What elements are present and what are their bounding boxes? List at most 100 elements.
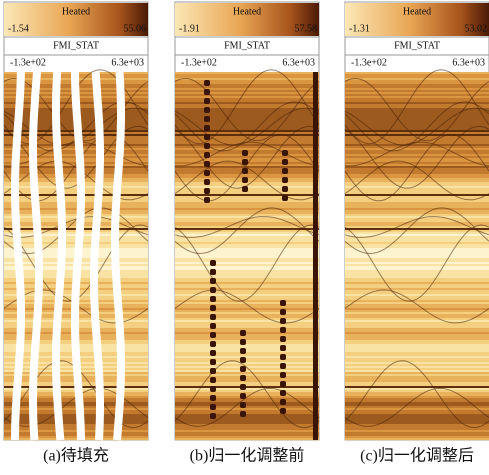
texture xyxy=(345,330,489,332)
blob xyxy=(210,341,216,347)
blob xyxy=(204,197,210,203)
caption: (b)归一化调整前 xyxy=(190,447,305,465)
scale-max: 53.02 xyxy=(465,23,488,34)
blob xyxy=(240,384,246,390)
blob xyxy=(204,125,210,131)
blob xyxy=(282,150,288,156)
texture xyxy=(175,92,319,94)
texture xyxy=(175,346,319,348)
texture xyxy=(175,430,319,432)
texture xyxy=(345,354,489,356)
blob xyxy=(210,296,216,302)
texture xyxy=(345,148,489,150)
texture xyxy=(345,98,489,100)
texture xyxy=(175,328,319,330)
blob xyxy=(242,168,248,174)
texture xyxy=(4,190,148,192)
texture xyxy=(345,240,489,242)
texture xyxy=(175,202,319,204)
texture xyxy=(345,418,489,420)
texture xyxy=(175,282,319,284)
blob xyxy=(240,330,246,336)
texture xyxy=(345,338,489,340)
texture xyxy=(345,348,489,350)
texture xyxy=(4,214,148,216)
texture xyxy=(175,206,319,208)
texture xyxy=(175,368,319,370)
texture xyxy=(345,324,489,326)
texture xyxy=(175,276,319,278)
texture xyxy=(4,208,148,210)
texture xyxy=(345,432,489,434)
texture xyxy=(345,120,489,122)
texture xyxy=(175,410,319,412)
range-right: 6.3e+03 xyxy=(452,57,485,68)
texture xyxy=(345,244,489,246)
texture xyxy=(345,314,489,316)
texture xyxy=(175,314,319,316)
blob xyxy=(240,411,246,417)
blob xyxy=(204,107,210,113)
texture xyxy=(175,274,319,276)
texture xyxy=(345,172,489,174)
texture xyxy=(175,406,319,408)
blob xyxy=(280,300,286,306)
texture xyxy=(345,168,489,170)
blob xyxy=(210,269,216,275)
texture xyxy=(175,382,319,384)
texture xyxy=(175,412,319,414)
texture xyxy=(345,334,489,336)
texture xyxy=(345,284,489,286)
texture xyxy=(345,228,489,230)
blob xyxy=(210,359,216,365)
texture xyxy=(175,240,319,242)
texture xyxy=(175,222,319,224)
scale-max: 55.06 xyxy=(124,23,147,34)
texture xyxy=(345,430,489,432)
texture xyxy=(175,384,319,386)
texture xyxy=(4,414,148,416)
texture xyxy=(175,390,319,392)
blob xyxy=(240,375,246,381)
texture xyxy=(175,280,319,282)
texture xyxy=(4,210,148,212)
texture xyxy=(345,328,489,330)
texture xyxy=(345,280,489,282)
blob xyxy=(280,363,286,369)
blob xyxy=(282,195,288,201)
blob xyxy=(240,393,246,399)
texture xyxy=(345,96,489,98)
texture xyxy=(175,144,319,146)
blob xyxy=(280,372,286,378)
texture xyxy=(345,76,489,78)
blob xyxy=(242,150,248,156)
texture xyxy=(345,312,489,314)
range-left: -1.3e+02 xyxy=(10,57,46,68)
scale-title: Heated xyxy=(403,6,431,17)
texture xyxy=(345,182,489,184)
texture xyxy=(175,210,319,212)
texture xyxy=(175,300,319,302)
texture xyxy=(175,408,319,410)
blob xyxy=(280,399,286,405)
blob xyxy=(242,186,248,192)
texture xyxy=(175,242,319,244)
blob xyxy=(204,170,210,176)
texture xyxy=(4,174,148,176)
blob xyxy=(280,381,286,387)
texture xyxy=(175,208,319,210)
texture xyxy=(175,402,319,404)
texture xyxy=(175,116,319,118)
texture xyxy=(345,132,489,134)
blob xyxy=(280,336,286,342)
blob xyxy=(280,327,286,333)
texture xyxy=(345,336,489,338)
texture xyxy=(4,200,148,202)
texture xyxy=(175,156,319,158)
texture xyxy=(175,308,319,310)
texture xyxy=(345,78,489,80)
texture xyxy=(345,282,489,284)
texture xyxy=(175,120,319,122)
texture xyxy=(175,404,319,406)
scale-title: Heated xyxy=(62,6,90,17)
